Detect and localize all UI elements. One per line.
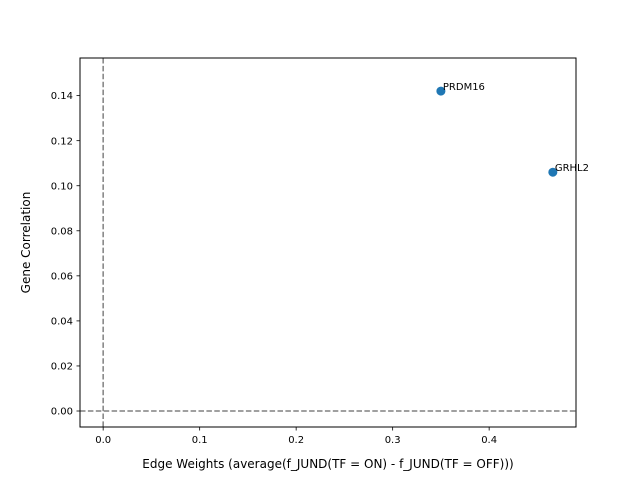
y-tick-label: 0.14: [51, 91, 73, 102]
data-point: [548, 167, 558, 177]
y-axis-label: Gene Correlation: [19, 192, 33, 294]
data-point: [436, 86, 446, 96]
x-axis-label: Edge Weights (average(f_JUND(TF = ON) - …: [142, 457, 513, 471]
y-tick-label: 0.08: [51, 226, 73, 237]
x-tick-label: 0.2: [288, 435, 304, 446]
x-tick-label: 0.1: [192, 435, 208, 446]
plot-area-frame: [79, 57, 577, 428]
x-tick-label: 0.0: [95, 435, 111, 446]
point-label: GRHL2: [555, 163, 589, 174]
y-tick-label: 0.04: [51, 316, 73, 327]
x-tick-label: 0.3: [385, 435, 401, 446]
reference-lines: [80, 58, 576, 427]
point-label: PRDM16: [443, 82, 485, 93]
y-tick-label: 0.10: [51, 181, 73, 192]
x-tick-label: 0.4: [481, 435, 497, 446]
y-tick-label: 0.02: [51, 362, 73, 373]
y-tick-label: 0.12: [51, 136, 73, 147]
y-tick-label: 0.00: [51, 407, 73, 418]
y-tick-label: 0.06: [51, 271, 73, 282]
axis-ticks: 0.0 0.1 0.2 0.3 0.4 0.00 0.02 0.04 0.06 0.08 0.10 0…: [51, 91, 497, 446]
data-points: PRDM16 GRHL2: [436, 82, 589, 177]
